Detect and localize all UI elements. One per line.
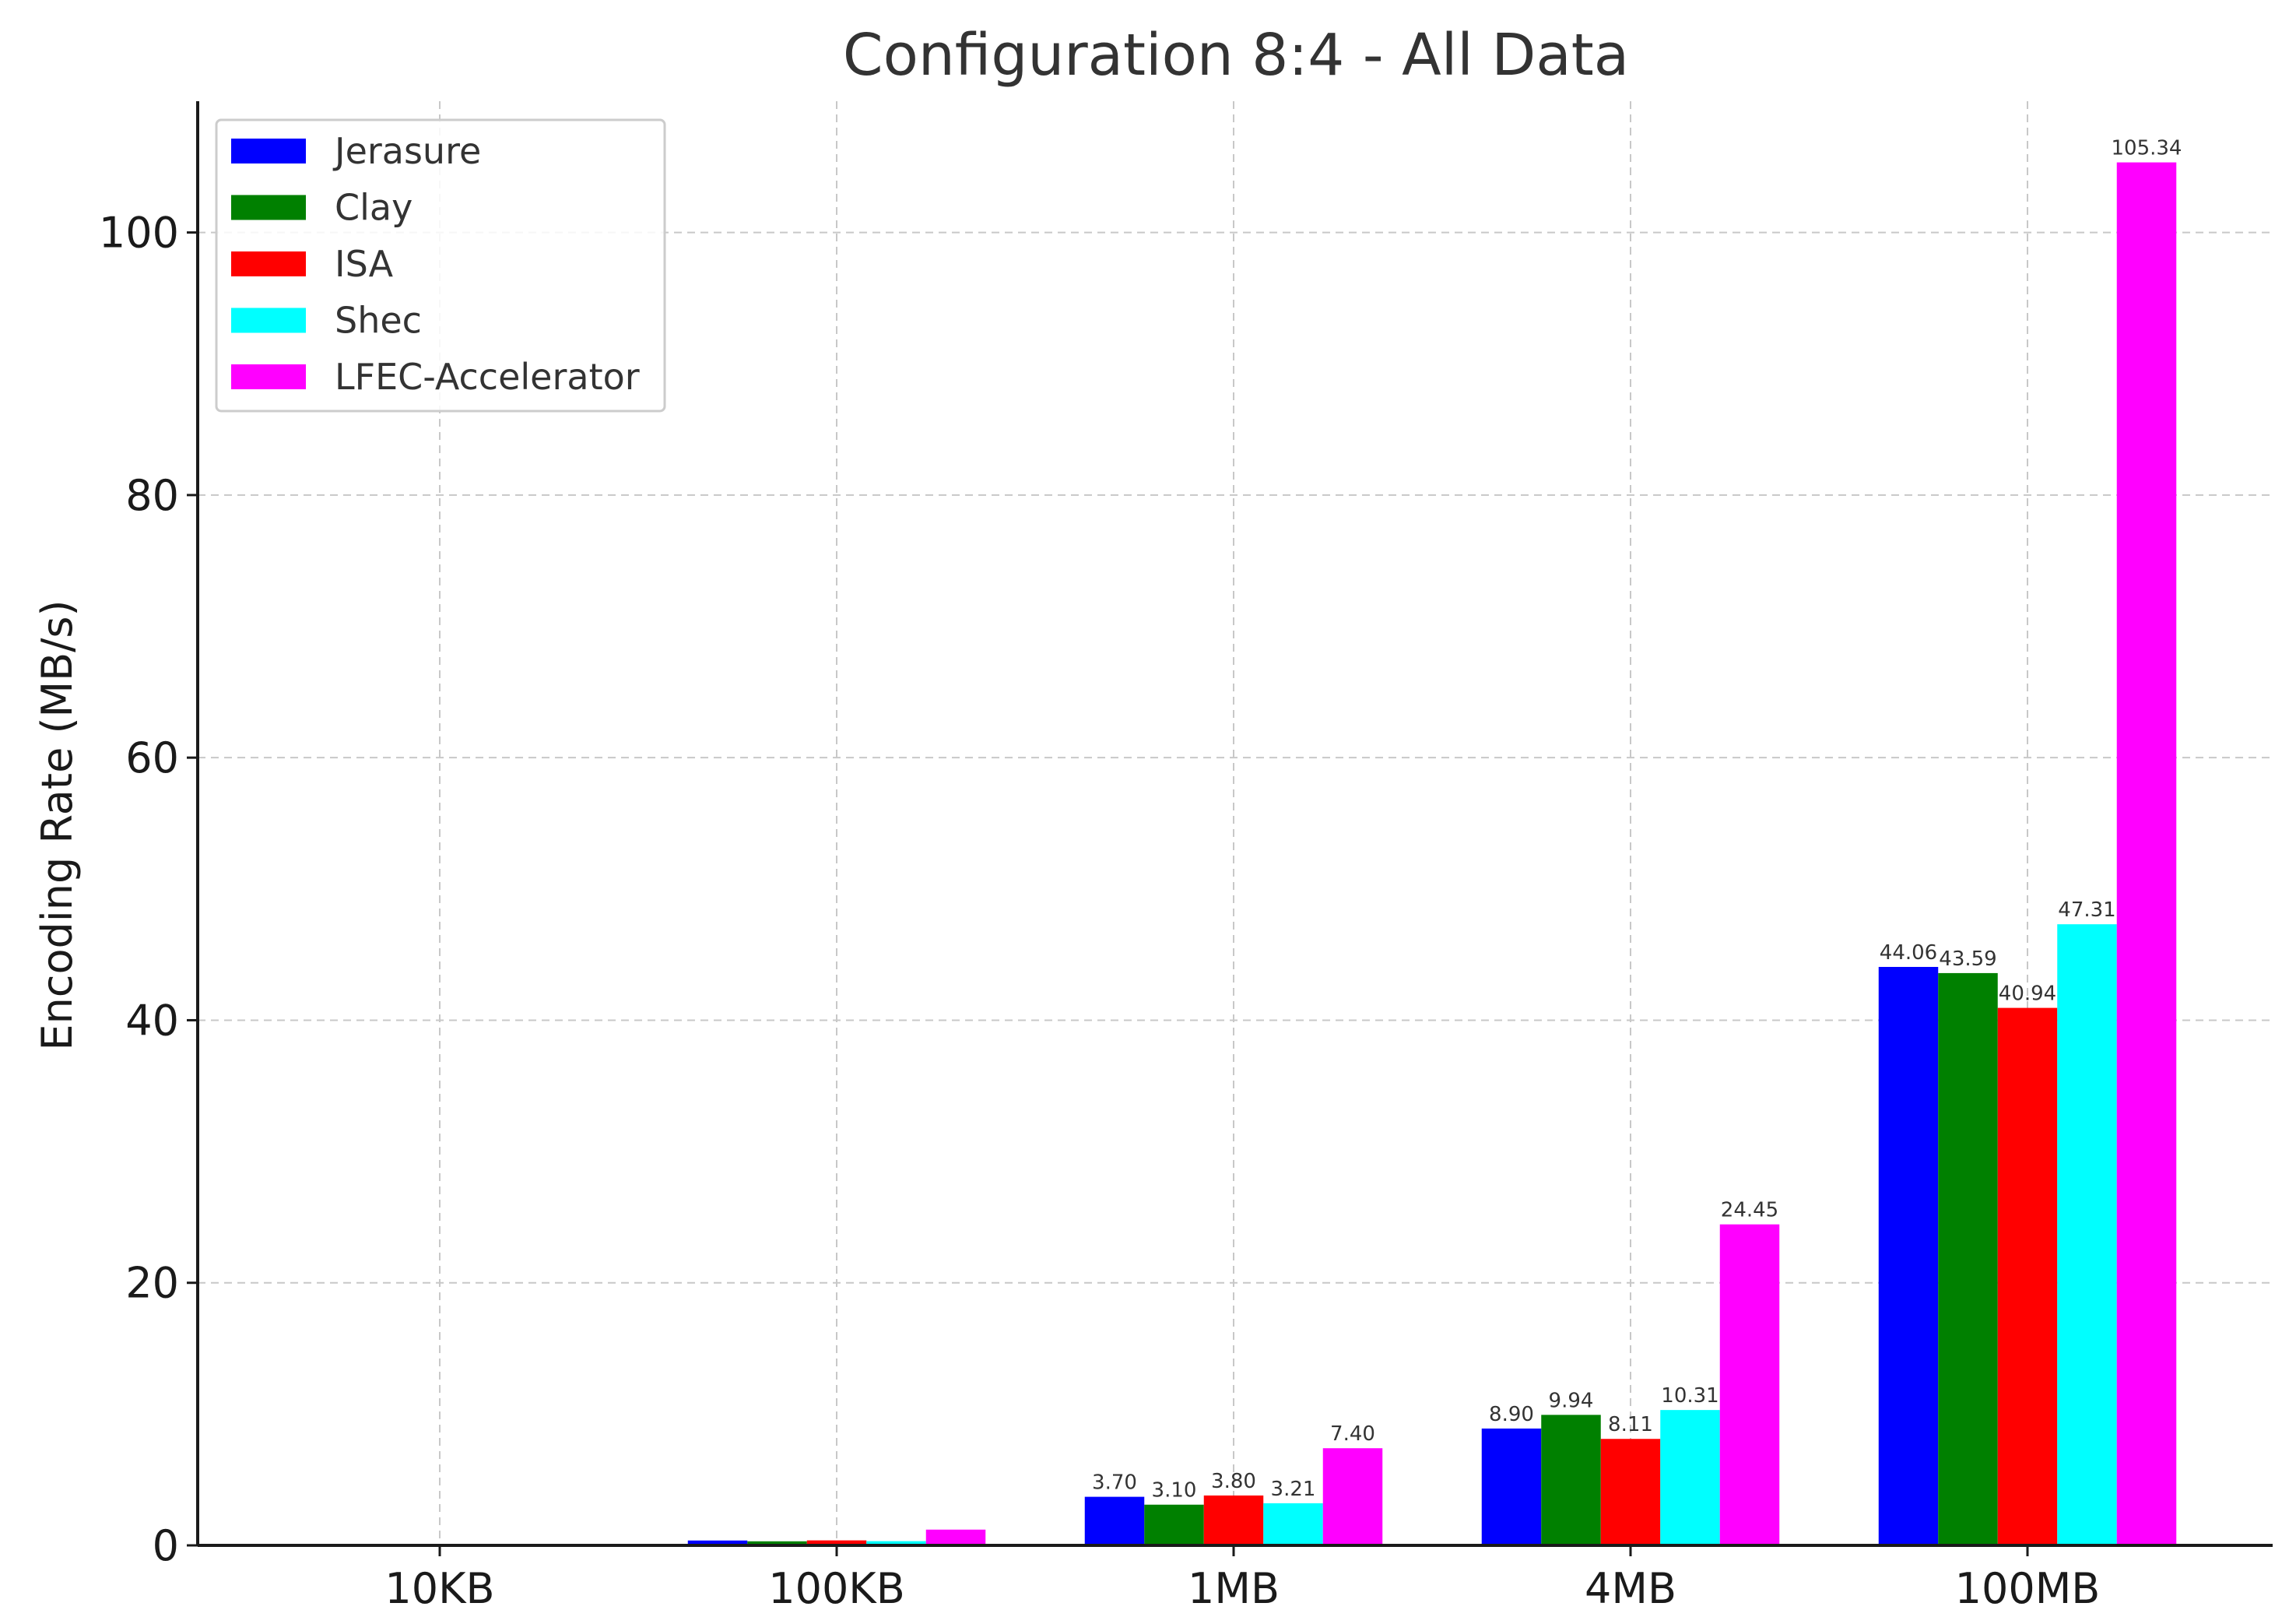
- legend-label: LFEC-Accelerator: [335, 356, 640, 398]
- bar-value-label: 3.70: [1092, 1471, 1137, 1495]
- data-labels: 3.70 8.90 44.06 3.10 9.94 43.59 3.80 8.11 40.94 3…: [1092, 137, 2182, 1503]
- legend-box: [215, 118, 666, 413]
- bar: [1878, 966, 1939, 1545]
- bar: [1263, 1503, 1323, 1545]
- x-tick-label: 100KB: [768, 1564, 905, 1613]
- x-tick-label: 4MB: [1585, 1564, 1676, 1613]
- x-tick-label: 100MB: [1955, 1564, 2101, 1613]
- y-tick-label: 80: [125, 471, 179, 520]
- axes: 0 20 40 60 80 100 10KB 100KB 1MB 4MB 100MB: [99, 101, 2273, 1613]
- bar-value-label: 9.94: [1549, 1389, 1594, 1412]
- bar-value-label: 3.10: [1152, 1479, 1197, 1503]
- x-tick-label: 10KB: [384, 1564, 494, 1613]
- legend-swatch: [231, 364, 306, 389]
- bar-value-label: 43.59: [1939, 947, 1996, 971]
- legend-label: ISA: [335, 243, 394, 285]
- y-tick-label: 40: [125, 996, 179, 1045]
- bar: [1084, 1496, 1145, 1545]
- bar: [925, 1529, 986, 1545]
- bar: [1938, 972, 1998, 1545]
- legend-label: Shec: [335, 300, 422, 342]
- legend-swatch: [231, 251, 306, 276]
- legend-label: Clay: [335, 187, 413, 229]
- legend-swatch: [231, 195, 306, 220]
- bar-value-label: 10.31: [1661, 1384, 1718, 1408]
- bar-value-label: 105.34: [2112, 137, 2182, 160]
- bar-value-label: 7.40: [1330, 1422, 1375, 1446]
- chart-title: Configuration 8:4 - All Data: [843, 22, 1629, 89]
- bar: [1997, 1007, 2058, 1545]
- bar: [687, 1540, 748, 1545]
- bar-value-label: 8.11: [1608, 1413, 1653, 1436]
- legend-label: Jerasure: [332, 130, 481, 172]
- legend: Jerasure Clay ISA Shec LFEC-Accelerator: [215, 118, 666, 413]
- grid-lines: [198, 101, 2273, 1545]
- bar-value-label: 47.31: [2058, 898, 2115, 922]
- bar-value-label: 3.21: [1271, 1478, 1316, 1501]
- y-axis-label: Encoding Rate (MB/s): [33, 599, 82, 1050]
- y-tick-label: 0: [153, 1521, 179, 1570]
- bar: [1481, 1428, 1542, 1545]
- x-tick-label: 1MB: [1188, 1564, 1280, 1613]
- bar: [1541, 1415, 1601, 1545]
- legend-swatch: [231, 308, 306, 333]
- bar-value-label: 40.94: [1999, 983, 2056, 1006]
- bar: [866, 1541, 926, 1545]
- bar: [806, 1540, 867, 1545]
- bar: [1203, 1495, 1264, 1545]
- bar: [1660, 1410, 1720, 1545]
- y-tick-label: 100: [99, 209, 179, 258]
- bar-value-label: 8.90: [1489, 1403, 1534, 1426]
- legend-swatch: [231, 139, 306, 163]
- bar-value-label: 3.80: [1211, 1470, 1256, 1493]
- bar: [1144, 1504, 1204, 1545]
- bar: [1719, 1224, 1780, 1545]
- bar-value-label: 44.06: [1880, 941, 1937, 965]
- bar: [2057, 924, 2117, 1545]
- y-tick-label: 60: [125, 733, 179, 782]
- y-tick-label: 20: [125, 1259, 179, 1308]
- bars: [290, 162, 2177, 1545]
- bar: [2116, 162, 2177, 1545]
- bar-value-label: 24.45: [1721, 1199, 1778, 1222]
- bar: [747, 1541, 807, 1545]
- bar: [1600, 1439, 1661, 1545]
- bar: [1322, 1448, 1383, 1545]
